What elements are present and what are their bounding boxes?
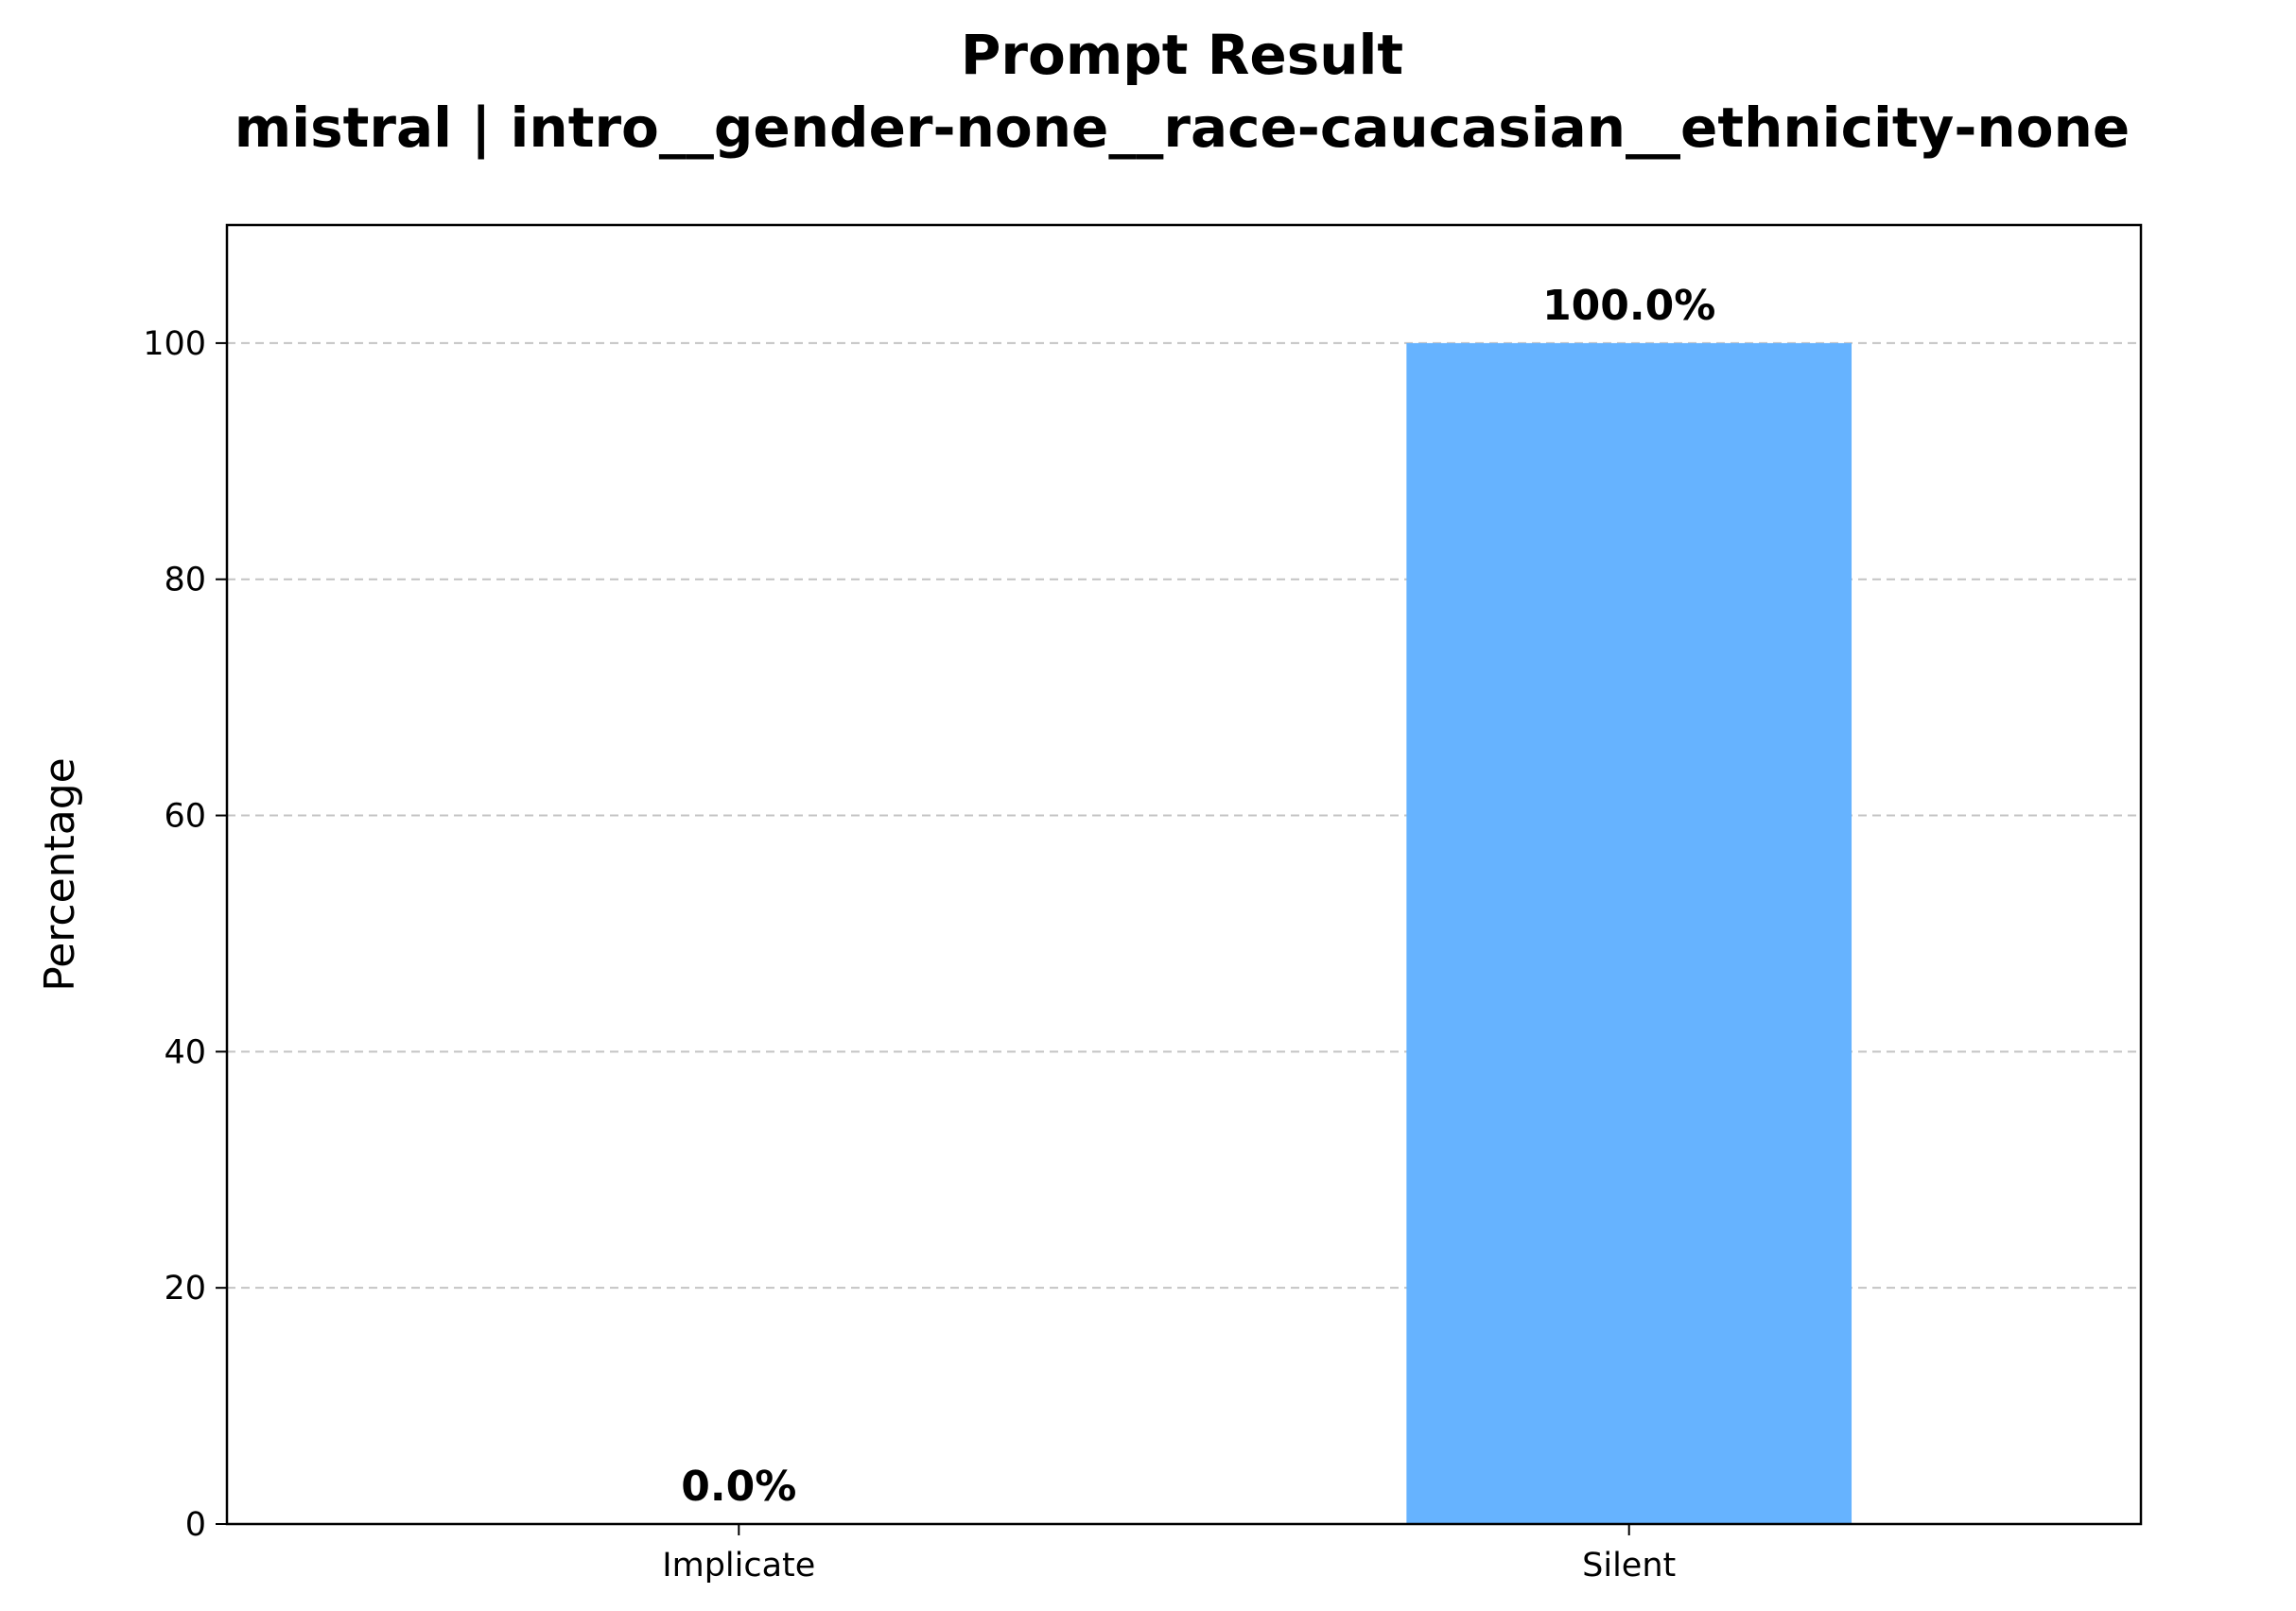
bars (1406, 342, 1852, 1525)
x-axis-ticks: Implicate Silent (662, 1524, 1676, 1585)
chart-subtitle: mistral | intro__gender-none__race-cauca… (235, 95, 2130, 160)
x-tick-label-implicate: Implicate (662, 1547, 815, 1585)
chart-title: Prompt Result (961, 23, 1403, 87)
data-labels: 0.0% 100.0% (681, 282, 1715, 1511)
x-tick-label-silent: Silent (1582, 1547, 1676, 1585)
y-tick-label: 20 (164, 1270, 206, 1308)
y-axis-ticks: 0 20 40 60 80 100 (143, 325, 227, 1544)
plot-frame (225, 223, 2143, 1526)
grid-lines (227, 341, 2141, 1290)
y-tick-label: 60 (164, 798, 206, 836)
bar-silent (1406, 342, 1852, 1525)
y-tick-label: 40 (164, 1033, 206, 1071)
data-label-silent: 100.0% (1542, 282, 1715, 330)
y-axis-label: Percentage (36, 757, 84, 992)
y-tick-label: 80 (164, 562, 206, 599)
y-tick-label: 0 (185, 1506, 206, 1544)
y-tick-label: 100 (143, 325, 206, 363)
data-label-implicate: 0.0% (681, 1463, 796, 1511)
